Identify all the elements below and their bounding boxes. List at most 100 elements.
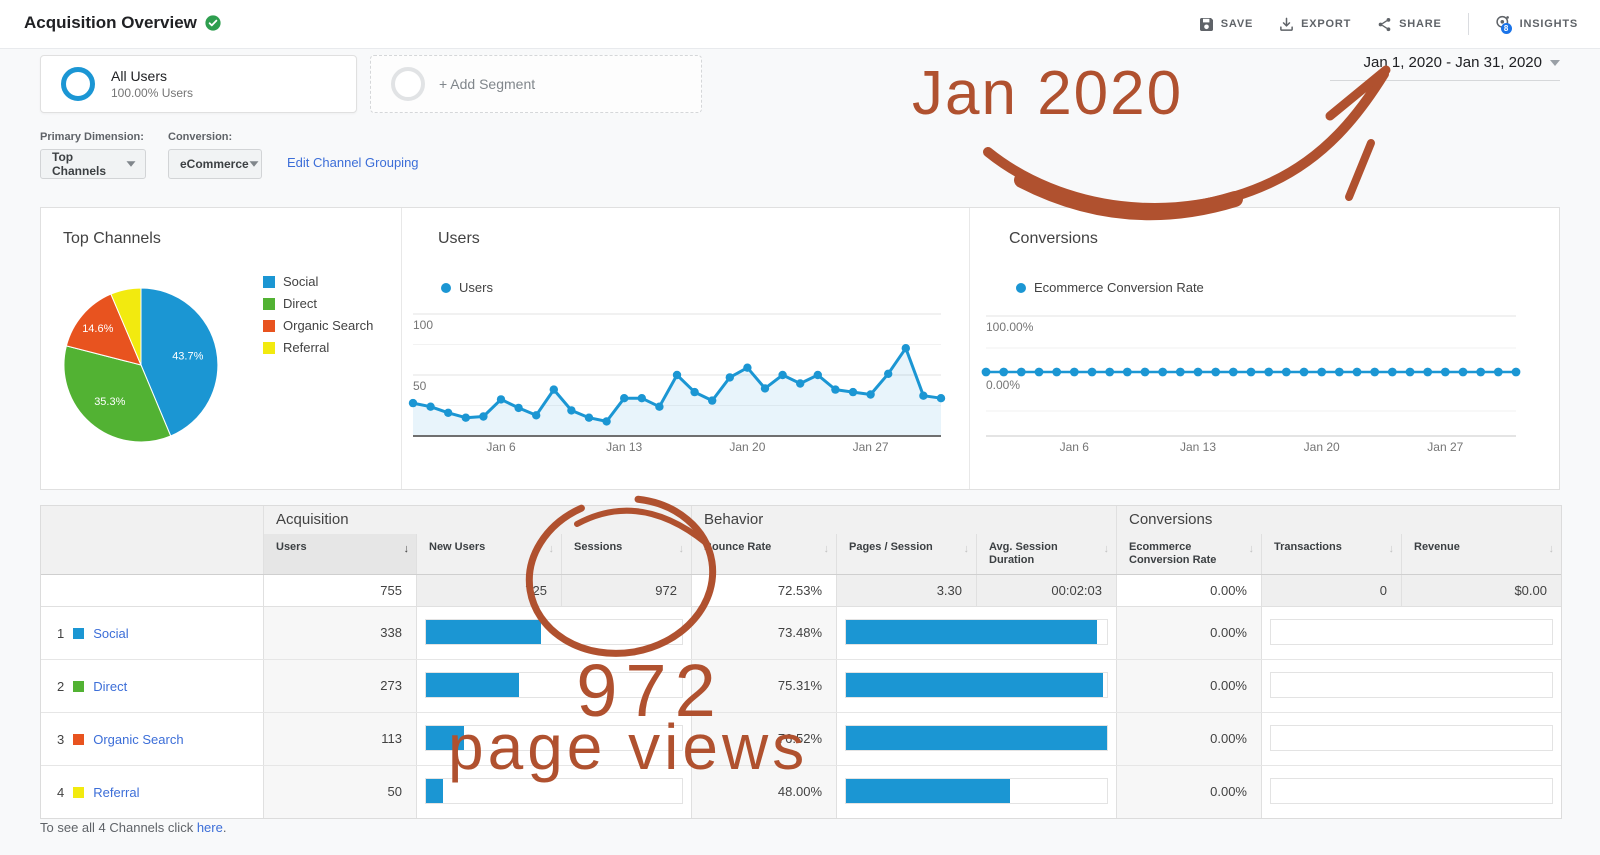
- bounce-rate-bar: [846, 620, 1097, 644]
- segment-title: All Users: [111, 68, 168, 84]
- svg-text:Jan 6: Jan 6: [1060, 440, 1090, 454]
- users-cell: 50: [263, 766, 416, 818]
- segment-ring-icon: [61, 67, 95, 101]
- group-header-behavior: Behavior: [691, 506, 1116, 534]
- conversions-line-chart: 100.00% 0.00% Jan 6 Jan 13 Jan 20 Jan 27: [981, 315, 1521, 454]
- channel-link[interactable]: Referral: [93, 784, 140, 800]
- charts-panel: Top Channels 43.7% 35.3% 14.6% Social Direc…: [40, 207, 1560, 490]
- primary-dimension-dropdown[interactable]: Top Channels: [40, 149, 146, 179]
- svg-text:Jan 13: Jan 13: [606, 440, 642, 454]
- column-header-label: Pages / Session: [849, 541, 933, 553]
- table-row-direct: 2 Direct 273 75.31% 0.00%: [41, 660, 1561, 713]
- arrowhead-stroke: [1345, 139, 1375, 201]
- column-header-ecommerce-conversion-rate[interactable]: Ecommerce Conversion Rate ↓: [1116, 534, 1261, 574]
- bar-track: [1270, 778, 1553, 804]
- edit-channel-grouping-link[interactable]: Edit Channel Grouping: [287, 155, 419, 170]
- add-segment-button[interactable]: + Add Segment: [370, 55, 702, 113]
- column-header-sessions[interactable]: Sessions ↓: [561, 534, 691, 574]
- column-header-label: Ecommerce Conversion Rate: [1129, 541, 1217, 566]
- caret-down-icon: [249, 161, 259, 167]
- ecommerce-rate-cell: 0.00%: [1116, 766, 1261, 818]
- caret-down-icon: [126, 161, 136, 167]
- bar-track: [1270, 725, 1553, 751]
- panel-divider: [401, 208, 402, 489]
- bar-track: [845, 725, 1108, 751]
- conversion-dropdown[interactable]: eCommerce: [168, 149, 262, 179]
- column-header-avg-session-duration[interactable]: Avg. Session Duration ↓: [976, 534, 1116, 574]
- save-button[interactable]: SAVE: [1199, 17, 1253, 32]
- column-header-users[interactable]: Users ↓: [263, 534, 416, 574]
- share-icon: [1378, 17, 1391, 31]
- primary-dimension-label: Primary Dimension:: [40, 131, 144, 143]
- legend-swatch: [263, 275, 275, 288]
- legend-item-social: Social: [263, 274, 373, 289]
- svg-text:Jan 6: Jan 6: [486, 440, 516, 454]
- revenue-bar-cell: [1261, 607, 1561, 659]
- bar-track: [845, 672, 1108, 698]
- footer-here-link[interactable]: here: [196, 820, 223, 835]
- conversion-value: eCommerce: [180, 157, 249, 171]
- row-rank: 3: [57, 731, 65, 747]
- conversions-chart-title: Conversions: [1009, 230, 1098, 247]
- channels-table: Acquisition Behavior Conversions Users ↓ New …: [40, 505, 1562, 819]
- svg-text:35.3%: 35.3%: [94, 396, 125, 408]
- svg-text:Jan 27: Jan 27: [853, 440, 889, 454]
- ecommerce-rate-cell: 0.00%: [1116, 713, 1261, 765]
- svg-text:100.00%: 100.00%: [986, 320, 1034, 334]
- page-title: Acquisition Overview: [24, 13, 221, 33]
- pie-chart-title: Top Channels: [63, 230, 161, 247]
- channel-cell: 3 Organic Search: [41, 713, 263, 765]
- legend-label: Social: [283, 274, 319, 289]
- channel-link[interactable]: Organic Search: [93, 731, 184, 747]
- sort-arrow-icon: ↓: [403, 543, 410, 555]
- date-range-picker[interactable]: Jan 1, 2020 - Jan 31, 2020: [1330, 54, 1560, 81]
- column-header-new-users[interactable]: New Users ↓: [416, 534, 561, 574]
- insights-label: INSIGHTS: [1519, 18, 1578, 30]
- insights-button[interactable]: 8 INSIGHTS: [1495, 15, 1578, 34]
- channel-link[interactable]: Direct: [93, 678, 128, 694]
- column-header-revenue[interactable]: Revenue ↓: [1401, 534, 1561, 574]
- new-users-bar-cell: [416, 713, 691, 765]
- users-cell: 338: [263, 607, 416, 659]
- new-users-bar-cell: [416, 766, 691, 818]
- date-range-label: Jan 1, 2020 - Jan 31, 2020: [1363, 54, 1542, 71]
- column-header-label: Revenue: [1414, 541, 1460, 553]
- total-transactions: 0: [1261, 575, 1401, 606]
- column-header-bounce-rate[interactable]: Bounce Rate ↓: [691, 534, 836, 574]
- total-bounce-rate: 72.53%: [691, 575, 836, 606]
- channel-color-swatch: [73, 627, 85, 639]
- footer-text: .: [222, 820, 227, 835]
- channel-cell: 2 Direct: [41, 660, 263, 712]
- insights-badge: 8: [1500, 23, 1512, 34]
- month-annotation-text: Jan 2020: [912, 59, 1184, 128]
- legend-label: Direct: [283, 296, 317, 311]
- legend-dot-icon: [1016, 282, 1026, 293]
- segment-all-users[interactable]: All Users 100.00% Users: [40, 55, 357, 113]
- toolbar-actions: SAVE EXPORT SHARE 8: [1199, 0, 1578, 48]
- channel-link[interactable]: Social: [93, 625, 129, 641]
- sort-arrow-icon: ↓: [1548, 543, 1555, 555]
- toolbar-divider: [1467, 13, 1469, 35]
- total-ecommerce-conversion-rate: 0.00%: [1116, 575, 1261, 606]
- share-button[interactable]: SHARE: [1377, 17, 1442, 32]
- export-button[interactable]: EXPORT: [1279, 17, 1351, 32]
- users-chart-title: Users: [438, 230, 480, 247]
- new-users-bar: [426, 620, 541, 644]
- share-label: SHARE: [1399, 18, 1442, 30]
- segment-ring-icon: [391, 67, 425, 101]
- total-revenue: $0.00: [1401, 575, 1561, 606]
- legend-label: Users: [459, 280, 493, 295]
- svg-text:14.6%: 14.6%: [82, 323, 113, 335]
- sort-arrow-icon: ↓: [1103, 543, 1110, 555]
- revenue-bar-cell: [1261, 713, 1561, 765]
- bounce-rate-cell: 48.00%: [691, 766, 836, 818]
- verified-badge-icon: [205, 15, 221, 31]
- column-header-transactions[interactable]: Transactions ↓: [1261, 534, 1401, 574]
- sort-arrow-icon: ↓: [678, 543, 685, 555]
- sort-arrow-icon: ↓: [963, 543, 970, 555]
- sort-arrow-icon: ↓: [548, 543, 555, 555]
- ecommerce-rate-cell: 0.00%: [1116, 607, 1261, 659]
- row-rank: 2: [57, 678, 65, 694]
- table-column-header-row: Users ↓ New Users ↓ Sessions ↓ Bounce Rate ↓ Pag…: [41, 534, 1561, 575]
- column-header-pages-session[interactable]: Pages / Session ↓: [836, 534, 976, 574]
